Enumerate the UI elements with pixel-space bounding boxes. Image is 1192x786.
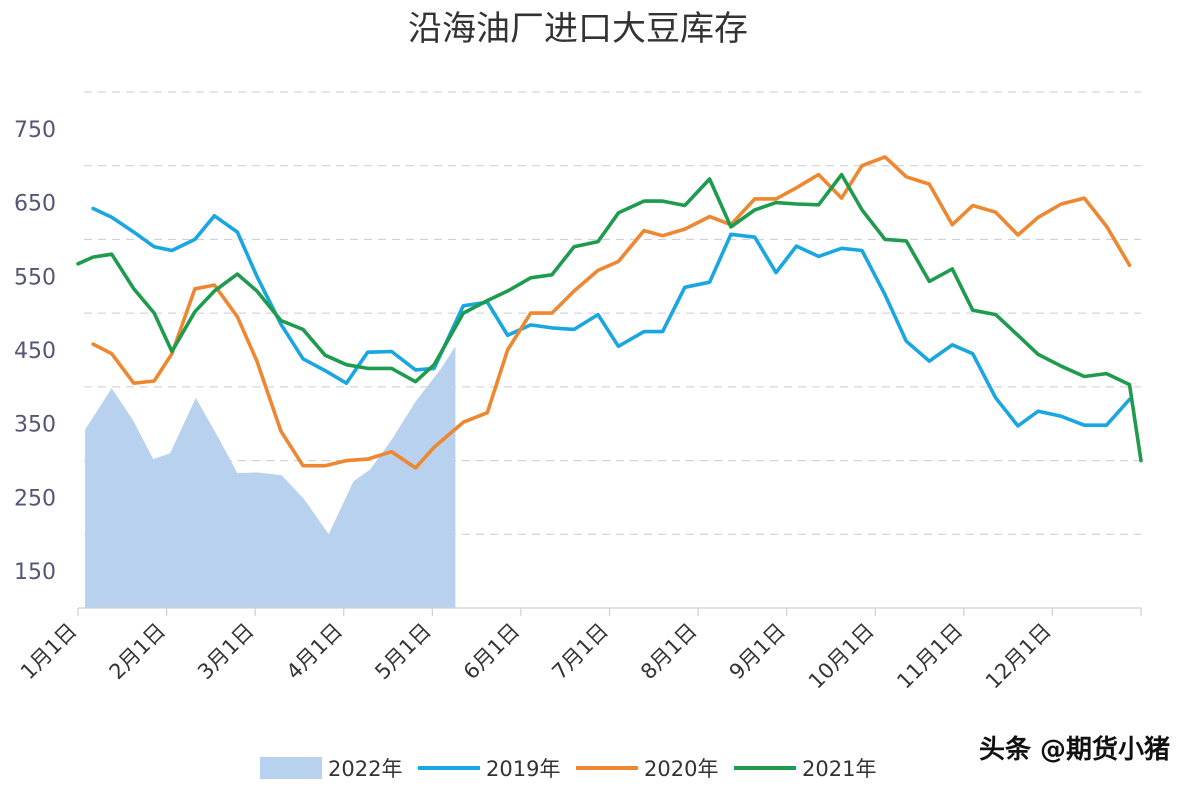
legend-swatch bbox=[260, 757, 322, 779]
x-tick-label: 12月1日 bbox=[981, 619, 1056, 694]
y-axis-tick-labels: 150 250 350 450 550 650 750 bbox=[14, 118, 56, 585]
x-axis-tick-labels: 1月1日 2月1日 3月1日 4月1日 5月1日 6月1日 7月1日 8月1日 9月1日 10月1… bbox=[16, 619, 1056, 694]
x-tick-label: 10月1日 bbox=[804, 619, 879, 694]
x-tick-label: 8月1日 bbox=[636, 619, 702, 685]
watermark-text: 头条 @期货小猪 bbox=[979, 734, 1170, 765]
legend-label: 2022年 bbox=[328, 757, 402, 781]
x-tick-label: 1月1日 bbox=[16, 619, 82, 685]
x-tick-label: 5月1日 bbox=[370, 619, 436, 685]
x-tick-label: 9月1日 bbox=[725, 619, 791, 685]
y-tick-label: 150 bbox=[14, 560, 56, 585]
x-tick-label: 7月1日 bbox=[547, 619, 613, 685]
chart-title: 沿海油厂进口大豆库存 bbox=[408, 9, 748, 49]
y-tick-label: 550 bbox=[14, 265, 56, 290]
series-area-2022年 bbox=[85, 346, 456, 608]
legend-label: 2021年 bbox=[802, 757, 876, 781]
x-axis bbox=[77, 607, 1142, 616]
line-series-layer bbox=[76, 155, 1143, 470]
y-tick-label: 750 bbox=[14, 118, 56, 143]
area-series-layer bbox=[85, 346, 456, 608]
y-tick-label: 450 bbox=[14, 339, 56, 364]
x-tick-label: 3月1日 bbox=[193, 619, 259, 685]
y-tick-label: 350 bbox=[14, 413, 56, 438]
series-line-2019年 bbox=[91, 206, 1132, 428]
y-tick-label: 250 bbox=[14, 486, 56, 511]
series-line-2020年 bbox=[91, 155, 1132, 470]
legend-label: 2019年 bbox=[486, 757, 560, 781]
x-tick-label: 2月1日 bbox=[105, 619, 171, 685]
x-tick-label: 11月1日 bbox=[892, 619, 967, 694]
x-tick-label: 6月1日 bbox=[459, 619, 525, 685]
x-tick-label: 4月1日 bbox=[282, 619, 348, 685]
y-tick-label: 650 bbox=[14, 192, 56, 217]
series-line-2021年 bbox=[76, 172, 1143, 463]
legend: 2022年 2019年 2020年 2021年 bbox=[260, 757, 876, 781]
legend-label: 2020年 bbox=[644, 757, 718, 781]
